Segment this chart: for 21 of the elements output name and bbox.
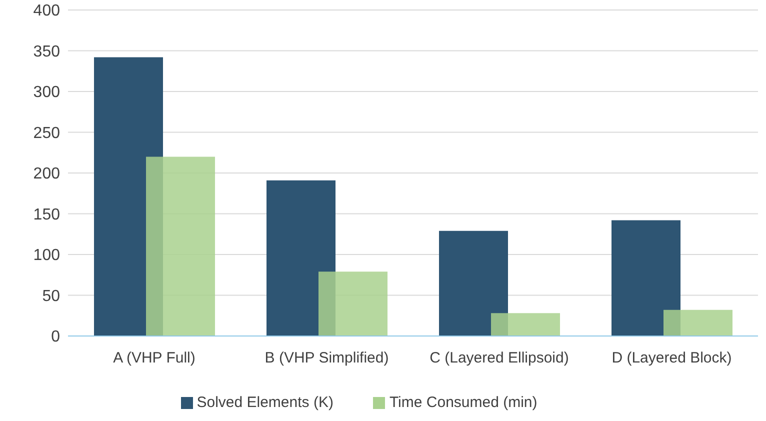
y-tick-label: 50: [42, 288, 60, 305]
y-tick-label: 150: [33, 206, 60, 224]
bar: [146, 156, 215, 336]
y-tick-label: 350: [33, 43, 60, 60]
x-tick-label: B (VHP Simplified): [264, 350, 389, 367]
y-tick-label: 250: [33, 124, 60, 142]
bar: [439, 230, 508, 336]
x-tick-label: D (Layered Block): [612, 350, 732, 367]
y-tick-label: 400: [33, 2, 60, 20]
bar: [612, 220, 680, 336]
y-tick-label: 0: [51, 328, 60, 346]
legend-label: Time Consumed (min): [389, 394, 538, 411]
bar: [318, 272, 388, 336]
legend-label: Solved Elements (K): [196, 394, 334, 411]
y-tick-label: 200: [33, 166, 60, 183]
bar: [664, 310, 732, 336]
x-tick-label: A (VHP Full): [113, 350, 196, 367]
y-tick-label: 100: [33, 247, 60, 264]
y-tick-label: 300: [33, 84, 60, 102]
bar: [491, 313, 560, 336]
x-tick-label: C (Layered Ellipsoid): [430, 350, 569, 367]
